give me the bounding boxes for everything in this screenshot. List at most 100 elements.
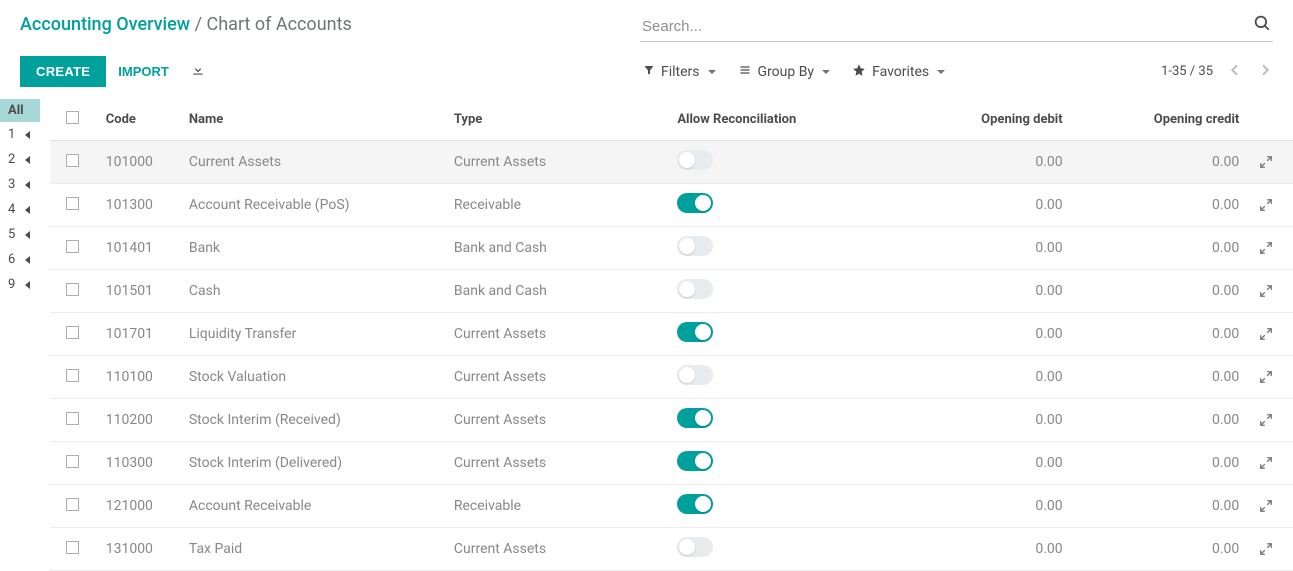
pager-next[interactable]: [1257, 62, 1273, 82]
expand-icon[interactable]: [1259, 370, 1275, 384]
cell-debit: 0.00: [948, 313, 1073, 356]
cell-name: Tax Paid: [179, 528, 444, 571]
row-checkbox[interactable]: [66, 455, 79, 468]
nav-index-item[interactable]: 2: [0, 147, 50, 172]
col-type[interactable]: Type: [444, 99, 667, 141]
groupby-dropdown[interactable]: Group By: [738, 64, 831, 80]
reconcile-toggle[interactable]: [677, 236, 713, 256]
search-icon[interactable]: [1253, 14, 1271, 36]
row-checkbox[interactable]: [66, 412, 79, 425]
row-checkbox[interactable]: [66, 154, 79, 167]
table-row[interactable]: 110100Stock ValuationCurrent Assets0.000…: [50, 356, 1293, 399]
col-name[interactable]: Name: [179, 99, 444, 141]
cell-credit: 0.00: [1073, 399, 1250, 442]
table-row[interactable]: 101501CashBank and Cash0.000.00: [50, 270, 1293, 313]
expand-icon[interactable]: [1259, 499, 1275, 513]
cell-type: Current Assets: [444, 399, 667, 442]
triangle-left-icon: [25, 181, 30, 189]
expand-icon[interactable]: [1259, 327, 1275, 341]
import-button[interactable]: IMPORT: [106, 56, 181, 87]
cell-debit: 0.00: [948, 399, 1073, 442]
reconcile-toggle[interactable]: [677, 150, 713, 170]
create-button[interactable]: CREATE: [20, 56, 106, 87]
col-debit[interactable]: Opening debit: [948, 99, 1073, 141]
nav-index-label: 3: [8, 177, 15, 192]
table-row[interactable]: 101701Liquidity TransferCurrent Assets0.…: [50, 313, 1293, 356]
reconcile-toggle[interactable]: [677, 494, 713, 514]
row-checkbox[interactable]: [66, 541, 79, 554]
nav-index-item[interactable]: 3: [0, 172, 50, 197]
table-row[interactable]: 101300Account Receivable (PoS)Receivable…: [50, 184, 1293, 227]
cell-type: Current Assets: [444, 442, 667, 485]
cell-credit: 0.00: [1073, 528, 1250, 571]
cell-type: Current Assets: [444, 141, 667, 184]
table-row[interactable]: 101401BankBank and Cash0.000.00: [50, 227, 1293, 270]
table-row[interactable]: 110300Stock Interim (Delivered)Current A…: [50, 442, 1293, 485]
breadcrumb-link[interactable]: Accounting Overview: [20, 14, 190, 35]
cell-code: 101000: [96, 141, 179, 184]
reconcile-toggle[interactable]: [677, 408, 713, 428]
expand-icon[interactable]: [1259, 155, 1275, 169]
cell-code: 101701: [96, 313, 179, 356]
col-code[interactable]: Code: [96, 99, 179, 141]
expand-icon[interactable]: [1259, 413, 1275, 427]
nav-index-item[interactable]: 6: [0, 247, 50, 272]
reconcile-toggle[interactable]: [677, 537, 713, 557]
nav-index-item[interactable]: 5: [0, 222, 50, 247]
expand-icon[interactable]: [1259, 198, 1275, 212]
col-reconcile[interactable]: Allow Reconciliation: [667, 99, 948, 141]
expand-icon[interactable]: [1259, 456, 1275, 470]
cell-credit: 0.00: [1073, 442, 1250, 485]
reconcile-toggle[interactable]: [677, 451, 713, 471]
cell-type: Current Assets: [444, 356, 667, 399]
cell-credit: 0.00: [1073, 270, 1250, 313]
filters-label: Filters: [661, 64, 700, 80]
table-row[interactable]: 131000Tax PaidCurrent Assets0.000.00: [50, 528, 1293, 571]
row-checkbox[interactable]: [66, 283, 79, 296]
row-checkbox[interactable]: [66, 240, 79, 253]
nav-index-item[interactable]: 9: [0, 272, 50, 297]
cell-credit: 0.00: [1073, 313, 1250, 356]
triangle-left-icon: [25, 156, 30, 164]
expand-icon[interactable]: [1259, 284, 1275, 298]
expand-icon[interactable]: [1259, 241, 1275, 255]
reconcile-toggle[interactable]: [677, 193, 713, 213]
select-all-checkbox[interactable]: [66, 111, 79, 124]
cell-code: 121000: [96, 485, 179, 528]
cell-type: Current Assets: [444, 528, 667, 571]
favorites-label: Favorites: [872, 64, 929, 80]
nav-index-label: 6: [8, 252, 15, 267]
pager-prev[interactable]: [1227, 62, 1243, 82]
expand-icon[interactable]: [1259, 542, 1275, 556]
download-icon[interactable]: [181, 57, 215, 87]
cell-name: Stock Valuation: [179, 356, 444, 399]
cell-credit: 0.00: [1073, 356, 1250, 399]
nav-index-item[interactable]: 1: [0, 122, 50, 147]
nav-index-all[interactable]: All: [0, 99, 40, 122]
cell-code: 101501: [96, 270, 179, 313]
funnel-icon: [643, 64, 655, 80]
cell-name: Bank: [179, 227, 444, 270]
row-checkbox[interactable]: [66, 369, 79, 382]
favorites-dropdown[interactable]: Favorites: [852, 63, 945, 81]
col-credit[interactable]: Opening credit: [1073, 99, 1250, 141]
row-checkbox[interactable]: [66, 498, 79, 511]
cell-name: Stock Interim (Delivered): [179, 442, 444, 485]
accounts-table: Code Name Type Allow Reconciliation Open…: [50, 99, 1293, 571]
table-row[interactable]: 121000Account ReceivableReceivable0.000.…: [50, 485, 1293, 528]
breadcrumb: Accounting Overview / Chart of Accounts: [20, 14, 640, 35]
row-checkbox[interactable]: [66, 197, 79, 210]
search-input[interactable]: [640, 14, 1273, 42]
cell-debit: 0.00: [948, 528, 1073, 571]
table-row[interactable]: 110200Stock Interim (Received)Current As…: [50, 399, 1293, 442]
cell-type: Receivable: [444, 485, 667, 528]
nav-index-item[interactable]: 4: [0, 197, 50, 222]
cell-type: Current Assets: [444, 313, 667, 356]
filters-dropdown[interactable]: Filters: [643, 64, 716, 80]
table-row[interactable]: 101000Current AssetsCurrent Assets0.000.…: [50, 141, 1293, 184]
reconcile-toggle[interactable]: [677, 322, 713, 342]
reconcile-toggle[interactable]: [677, 279, 713, 299]
row-checkbox[interactable]: [66, 326, 79, 339]
reconcile-toggle[interactable]: [677, 365, 713, 385]
cell-credit: 0.00: [1073, 485, 1250, 528]
